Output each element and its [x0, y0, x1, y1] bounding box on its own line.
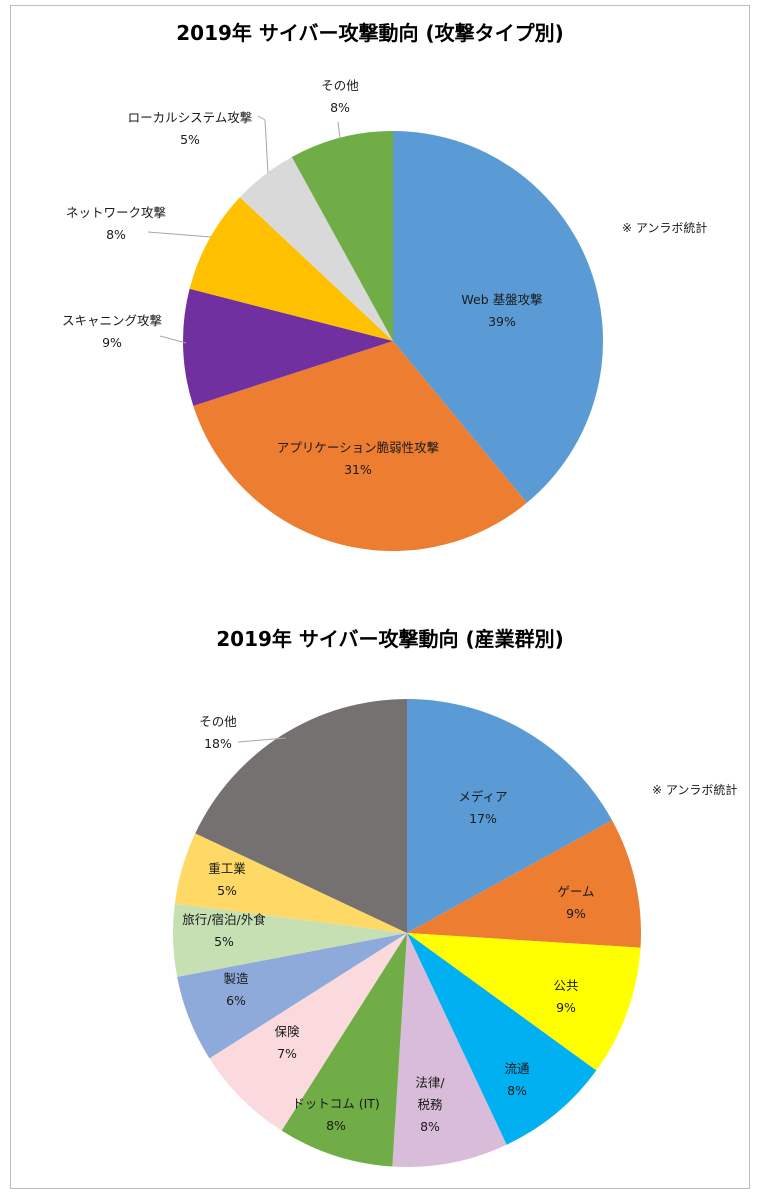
chart-title: 2019年 サイバー攻撃動向 (産業群別): [216, 627, 563, 651]
slice-value-label: 9%: [556, 1000, 576, 1015]
slice-value-label: 9%: [102, 335, 122, 350]
pie-slice: [174, 833, 407, 933]
slice-category-label: Web 基盤攻撃: [461, 292, 542, 307]
slice-category-label: ドットコム (IT): [292, 1096, 380, 1111]
slice-value-label: 8%: [420, 1119, 440, 1134]
chart-frame: [10, 5, 750, 1189]
slice-value-label: 17%: [469, 811, 497, 826]
pie-slice: [177, 933, 407, 1059]
pie-slice: [407, 933, 641, 1071]
pie-slice: [407, 820, 642, 948]
pie-slice: [407, 699, 613, 933]
pie-slice: [393, 131, 604, 503]
leader-line: [159, 335, 187, 344]
slice-value-label: 8%: [326, 1118, 346, 1133]
slice-value-label: 31%: [344, 462, 372, 477]
slice-value-label: 5%: [180, 132, 200, 147]
pie-slice: [392, 933, 507, 1168]
slice-category-label: 製造: [223, 971, 249, 986]
slice-category-label: 重工業: [208, 861, 246, 876]
slice-category-label: ゲーム: [557, 884, 594, 899]
leader-line: [237, 737, 287, 743]
slice-category-label: アプリケーション脆弱性攻撃: [277, 440, 439, 455]
leader-line: [147, 231, 212, 238]
pie-slice: [407, 933, 597, 1145]
slice-category-label: メディア: [458, 789, 507, 804]
leader-line: [337, 121, 341, 139]
slice-value-label: 5%: [217, 883, 237, 898]
pie-slice: [291, 131, 393, 341]
slice-category-label: 公共: [553, 978, 578, 993]
pie-slice: [281, 933, 407, 1167]
pie-slice: [239, 156, 393, 341]
pie-slice: [173, 903, 407, 977]
slice-category-label: その他: [321, 78, 359, 93]
slice-value-label: 8%: [507, 1083, 527, 1098]
slice-category-label: 旅行/宿泊/外食: [182, 912, 266, 927]
pie-slice: [189, 197, 393, 341]
slice-category-label: ネットワーク攻撃: [66, 205, 166, 220]
chart-attack-type: 2019年 サイバー攻撃動向 (攻撃タイプ別) ※ アンラボ統計 Web 基盤攻…: [62, 21, 707, 552]
slice-category-label: 保険: [274, 1024, 300, 1039]
slice-category-label: その他: [199, 714, 237, 729]
slice-value-label: 8%: [106, 227, 126, 242]
slice-value-label: 8%: [330, 100, 350, 115]
pie-slice: [193, 341, 527, 552]
slice-category-label: ローカルシステム攻撃: [128, 110, 253, 125]
slice-value-label: 5%: [214, 934, 234, 949]
chart-annotation: ※ アンラボ統計: [652, 782, 737, 797]
chart-industry: 2019年 サイバー攻撃動向 (産業群別) ※ アンラボ統計 メディア 17% ゲー…: [173, 627, 737, 1168]
slice-value-label: 18%: [204, 736, 232, 751]
slice-value-label: 9%: [566, 906, 586, 921]
slice-value-label: 39%: [488, 314, 516, 329]
pie-slice: [209, 933, 407, 1131]
slice-category-label: 法律/: [415, 1075, 445, 1090]
chart-annotation: ※ アンラボ統計: [622, 220, 707, 235]
slice-category-label: 流通: [504, 1061, 530, 1076]
pie-slice: [183, 288, 393, 406]
slice-category-label: 税務: [417, 1097, 443, 1112]
chart-title: 2019年 サイバー攻撃動向 (攻撃タイプ別): [176, 21, 563, 45]
slice-value-label: 7%: [277, 1046, 297, 1061]
slice-category-label: スキャニング攻撃: [62, 313, 162, 328]
pie-slice: [195, 698, 407, 933]
slice-value-label: 6%: [226, 993, 246, 1008]
leader-line: [257, 115, 269, 174]
